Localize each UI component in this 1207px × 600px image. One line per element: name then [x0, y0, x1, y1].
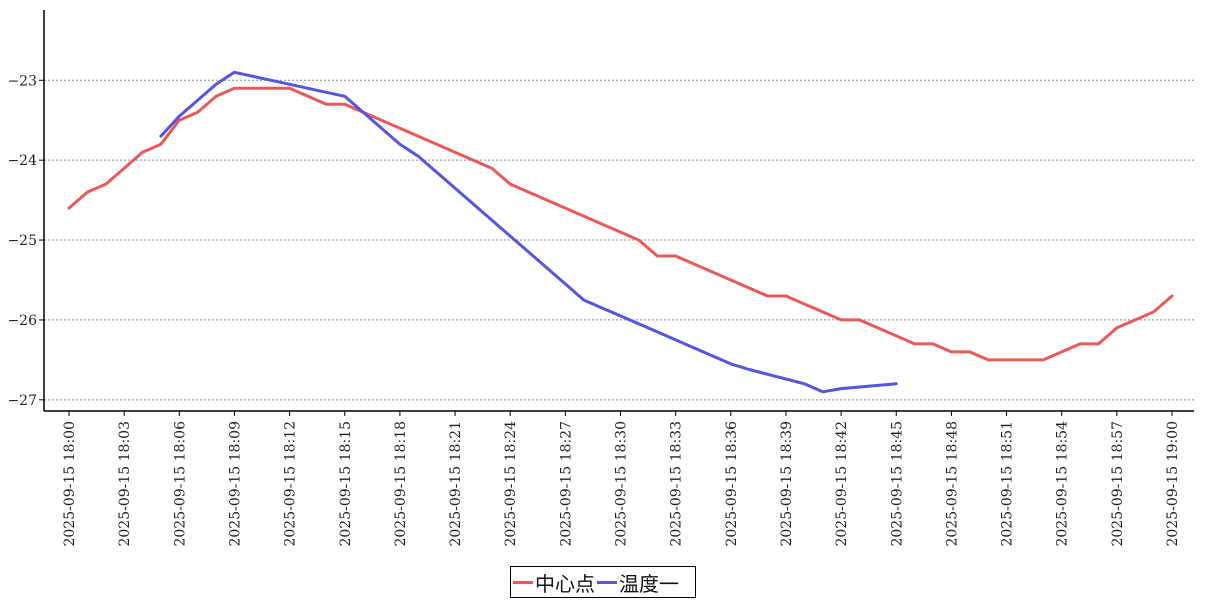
- y-tick-label: −24: [7, 153, 37, 169]
- x-tick-label: 2025-09-15 18:36: [724, 421, 740, 547]
- series-line-2: [159, 70, 898, 394]
- legend-label-series-1: 中心点: [535, 571, 595, 596]
- y-tick-label: −26: [7, 313, 37, 329]
- grid-lines: [44, 79, 1194, 401]
- y-axis-ticks: −23 −24 −25 −26 −27: [7, 73, 44, 409]
- x-tick-label: 2025-09-15 18:03: [117, 421, 133, 547]
- legend-swatch-series-2: [597, 580, 617, 584]
- x-tick-label: 2025-09-15 18:18: [393, 421, 409, 547]
- x-tick-label: 2025-09-15 18:06: [172, 421, 188, 547]
- x-tick-label: 2025-09-15 18:54: [1055, 421, 1071, 547]
- x-tick-label: 2025-09-15 18:57: [1110, 421, 1126, 547]
- x-tick-label: 2025-09-15 18:12: [283, 421, 299, 547]
- y-tick-label: −25: [7, 233, 37, 249]
- legend-label-series-2: 温度一: [619, 571, 679, 596]
- x-tick-label: 2025-09-15 19:00: [1165, 421, 1181, 547]
- series-line-1: [67, 86, 1174, 362]
- x-tick-label: 2025-09-15 18:33: [669, 421, 685, 547]
- x-tick-label: 2025-09-15 18:15: [338, 421, 354, 547]
- x-tick-label: 2025-09-15 18:42: [834, 421, 850, 547]
- x-tick-label: 2025-09-15 18:00: [62, 421, 78, 547]
- x-axis-ticks: 2025-09-15 18:00 2025-09-15 18:03 2025-09-…: [62, 411, 1181, 547]
- legend-item-series-1[interactable]: 中心点: [513, 568, 595, 597]
- x-tick-label: 2025-09-15 18:30: [614, 421, 630, 547]
- x-tick-label: 2025-09-15 18:09: [227, 421, 243, 547]
- x-tick-label: 2025-09-15 18:51: [1000, 421, 1016, 547]
- legend-item-series-2[interactable]: 温度一: [597, 568, 679, 597]
- y-tick-label: −27: [7, 393, 37, 409]
- y-tick-label: −23: [7, 73, 37, 89]
- x-tick-label: 2025-09-15 18:39: [779, 421, 795, 547]
- x-tick-label: 2025-09-15 18:21: [448, 421, 464, 547]
- x-tick-label: 2025-09-15 18:48: [944, 421, 960, 547]
- axes: [43, 10, 1194, 412]
- legend: 中心点 温度一: [510, 566, 696, 598]
- x-tick-label: 2025-09-15 18:45: [889, 421, 905, 547]
- series-lines: [67, 70, 1174, 394]
- x-tick-label: 2025-09-15 18:27: [558, 421, 574, 547]
- legend-swatch-series-1: [513, 580, 533, 584]
- x-tick-label: 2025-09-15 18:24: [503, 421, 519, 547]
